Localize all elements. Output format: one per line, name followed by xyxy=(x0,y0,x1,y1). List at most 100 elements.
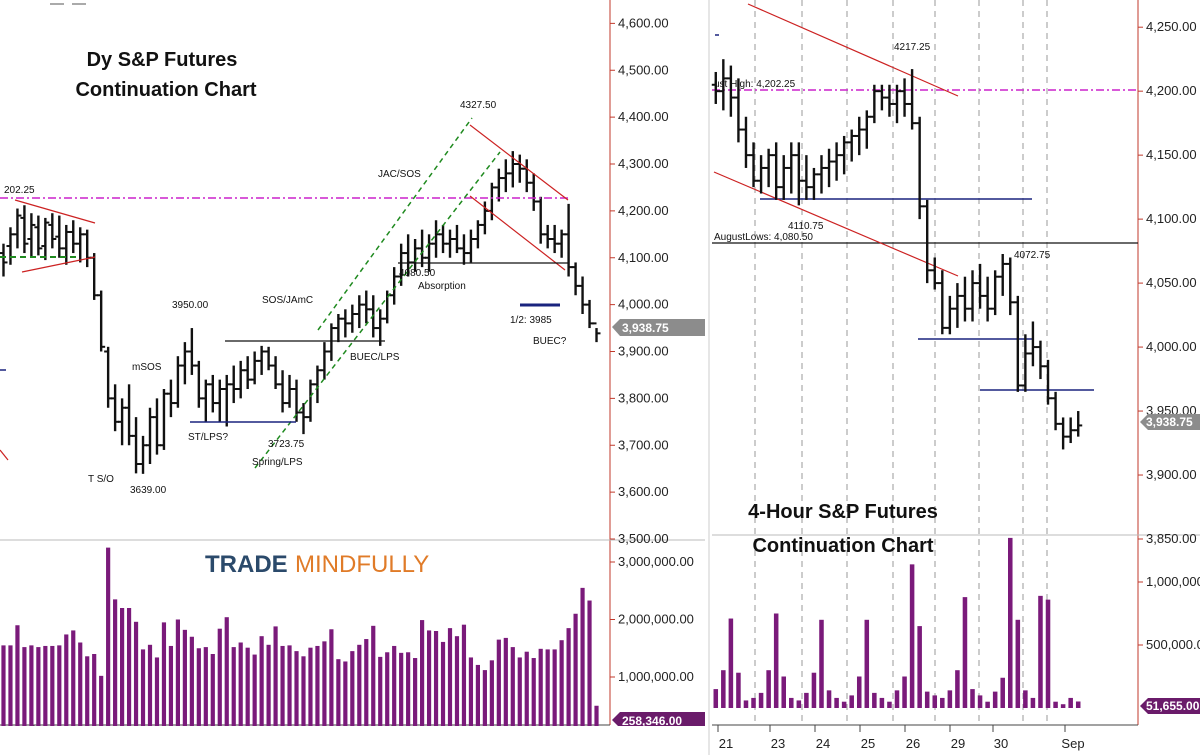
daily-volume-bar xyxy=(461,624,467,735)
daily-price-bar xyxy=(20,205,29,254)
four-hour-y-ticks: 4,250.00 4,200.00 4,150.00 4,100.00 4,050.00… xyxy=(1138,19,1197,546)
label-august-high: ust High: 4,202.25 xyxy=(714,79,796,90)
daily-volume-bar xyxy=(92,654,97,735)
daily-volume-bar xyxy=(482,670,487,735)
daily-volume-bar xyxy=(196,648,201,735)
daily-volume-bar xyxy=(301,656,306,735)
daily-volume-last: 258,346.00 xyxy=(622,714,682,728)
four-hour-title-line2: Continuation Chart xyxy=(752,535,933,557)
four-hour-price-bar xyxy=(991,270,1000,316)
four-hour-volume-bar xyxy=(879,697,885,708)
four-hour-price-bar xyxy=(840,135,849,175)
daily-volume-bar xyxy=(224,617,229,735)
daily-volume-bar xyxy=(496,639,501,735)
label-4110: 4110.75 xyxy=(788,221,824,232)
four-hour-volume-bars xyxy=(713,537,1081,708)
daily-y-tick-label: 4,200.00 xyxy=(618,203,669,218)
four-hour-price-bar xyxy=(1036,340,1045,380)
daily-x-axis-band xyxy=(0,726,706,755)
label-4202: 202.25 xyxy=(4,185,35,196)
four-hour-y-tick-label: 4,250.00 xyxy=(1146,19,1197,34)
daily-y-tick-label: 3,500.00 xyxy=(618,531,669,546)
four-hour-volume-bar xyxy=(721,670,726,708)
four-hour-price-bar xyxy=(945,295,954,335)
daily-volume-bar xyxy=(392,645,397,735)
daily-volume-bar xyxy=(587,600,592,735)
daily-volume-bar xyxy=(210,654,215,735)
four-hour-price-bar xyxy=(809,167,818,200)
daily-volume-bar xyxy=(329,629,334,735)
daily-volume-tick-label: 2,000,000.00 xyxy=(618,612,694,627)
daily-y-tick-label: 3,900.00 xyxy=(618,344,669,359)
four-hour-title-line1: 4-Hour S&P Futures xyxy=(748,501,938,523)
four-hour-volume-y-ticks: 1,000,000.00 500,000.00 xyxy=(1138,574,1200,652)
four-hour-price-bar xyxy=(787,142,796,194)
label-4327: 4327.50 xyxy=(460,100,497,111)
daily-volume-bar xyxy=(322,641,327,735)
four-hour-price-bar xyxy=(779,155,788,200)
daily-y-tick-label: 4,000.00 xyxy=(618,297,669,312)
four-hour-price-bar xyxy=(915,116,924,220)
label-4217: 4217.25 xyxy=(894,42,931,53)
daily-volume-bar xyxy=(420,620,425,735)
four-hour-x-tick-label: 29 xyxy=(951,736,965,751)
four-hour-volume-bar xyxy=(789,697,794,708)
four-hour-price-bar xyxy=(862,110,871,149)
daily-volume-bar xyxy=(238,642,243,735)
four-hour-volume-bar xyxy=(887,701,892,708)
daily-volume-bar xyxy=(57,645,62,735)
four-hour-price-bar xyxy=(1051,391,1060,431)
four-hour-price-bar xyxy=(825,148,834,188)
four-hour-price-bar xyxy=(847,129,856,162)
daily-chart-panel: 4,600.00 4,500.00 4,400.00 4,300.00 4,200.00… xyxy=(0,0,706,755)
daily-volume-bar xyxy=(580,587,585,735)
four-hour-volume-bar xyxy=(811,672,817,708)
four-hour-volume-bar xyxy=(819,619,824,708)
daily-volume-bars xyxy=(1,547,599,735)
four-hour-x-tick-label: 25 xyxy=(861,736,875,751)
four-hour-y-tick-label: 3,850.00 xyxy=(1146,531,1197,546)
four-hour-volume-bar xyxy=(1000,677,1005,708)
four-hour-price-bar xyxy=(734,78,743,143)
four-hour-volume-bar xyxy=(1068,697,1073,708)
daily-volume-bar xyxy=(294,651,299,735)
daily-price-bar xyxy=(48,213,57,249)
four-hour-volume-bar xyxy=(955,670,960,708)
four-hour-vertical-gridlines xyxy=(754,0,1048,725)
daily-volume-bar xyxy=(503,637,508,735)
daily-y-tick-label: 4,100.00 xyxy=(618,250,669,265)
four-hour-volume-bar xyxy=(909,564,915,708)
four-hour-volume-bar xyxy=(751,697,756,708)
four-hour-volume-bar xyxy=(992,691,998,708)
daily-volume-bar xyxy=(357,644,362,735)
daily-volume-bar xyxy=(531,658,536,735)
label-august-lows: AugustLows: 4,080.50 xyxy=(714,232,813,243)
four-hour-price-bar xyxy=(711,71,720,104)
four-hour-price-bar xyxy=(923,199,932,284)
daily-volume-bar xyxy=(552,649,557,735)
four-hour-volume-bar xyxy=(826,690,832,708)
label-half-3985: 1/2: 3985 xyxy=(510,315,552,326)
four-hour-volume-bar xyxy=(773,613,779,708)
four-hour-price-bar xyxy=(1013,295,1022,392)
four-hour-y-tick-label: 3,900.00 xyxy=(1146,467,1197,482)
daily-volume-bar xyxy=(182,629,187,735)
four-hour-volume-bar xyxy=(758,692,764,708)
daily-volume-bar xyxy=(454,636,460,735)
four-hour-volume-bar xyxy=(841,701,847,708)
daily-price-bar xyxy=(27,213,36,258)
daily-volume-bar xyxy=(85,656,90,735)
four-hour-volume-bar xyxy=(894,690,900,708)
daily-volume-tick-label: 1,000,000.00 xyxy=(618,669,694,684)
daily-volume-bar xyxy=(350,651,355,735)
four-hour-volume-bar xyxy=(970,689,975,708)
four-hour-volume-bar xyxy=(1030,697,1036,708)
four-hour-volume-bar xyxy=(856,676,862,708)
four-hour-volume-last-tag: 51,655.00 xyxy=(1140,698,1200,714)
four-hour-price-bar xyxy=(893,84,901,124)
daily-volume-bar xyxy=(594,705,599,735)
daily-y-tick-label: 3,700.00 xyxy=(618,437,669,452)
daily-volume-bar xyxy=(287,645,292,735)
four-hour-price-bar xyxy=(1021,334,1030,392)
